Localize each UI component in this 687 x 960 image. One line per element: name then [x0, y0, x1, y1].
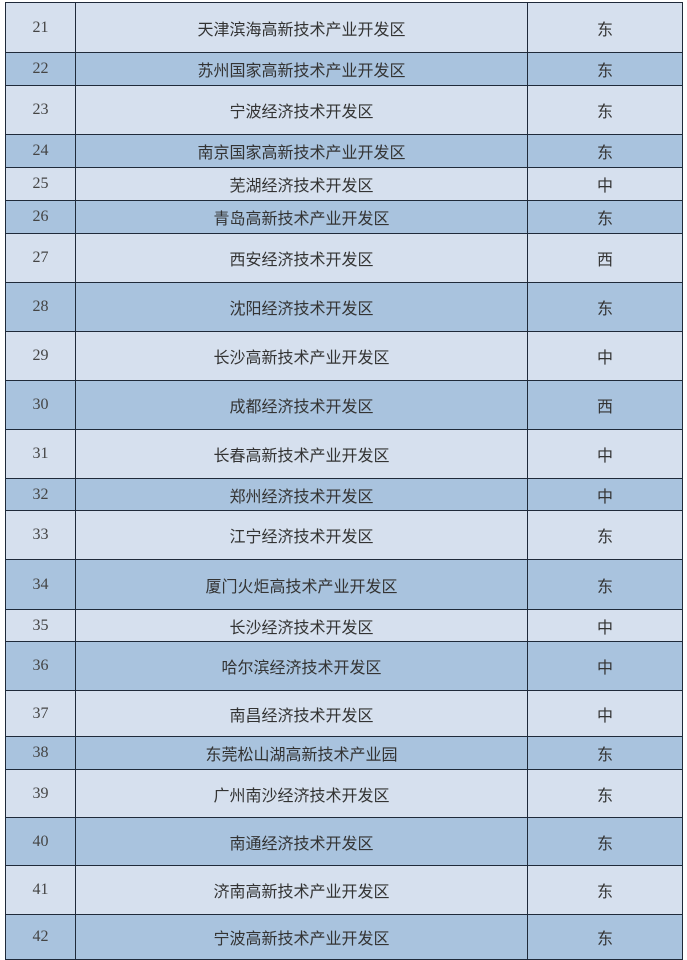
row-number: 24 [5, 134, 76, 168]
row-number: 30 [5, 380, 76, 430]
zone-name: 天津滨海高新技术产业开发区 [75, 2, 528, 53]
region-cell: 西 [527, 380, 683, 430]
region-cell: 东 [527, 85, 683, 135]
zone-name: 西安经济技术开发区 [75, 233, 528, 283]
row-number: 29 [5, 331, 76, 381]
zone-name: 厦门火炬高技术产业开发区 [75, 559, 528, 610]
zone-name: 济南高新技术产业开发区 [75, 865, 528, 915]
region-cell: 中 [527, 478, 683, 511]
row-number: 32 [5, 478, 76, 511]
zone-name: 苏州国家高新技术产业开发区 [75, 52, 528, 86]
zone-name: 长春高新技术产业开发区 [75, 429, 528, 479]
zones-table: 21 天津滨海高新技术产业开发区东 22 苏州国家高新技术产业开发区东 23 宁波经济技术… [5, 2, 683, 960]
region-cell: 中 [527, 167, 683, 201]
region-cell: 东 [527, 736, 683, 770]
table-row: 32 郑州经济技术开发区中 [5, 478, 683, 511]
row-number: 39 [5, 769, 76, 818]
row-number: 35 [5, 609, 76, 642]
table-row: 26 青岛高新技术产业开发区东 [5, 200, 683, 234]
zone-name: 南通经济技术开发区 [75, 817, 528, 866]
table-row: 33 江宁经济技术开发区东 [5, 510, 683, 560]
table-row: 30 成都经济技术开发区西 [5, 380, 683, 430]
row-number: 26 [5, 200, 76, 234]
region-cell: 东 [527, 817, 683, 866]
region-cell: 东 [527, 769, 683, 818]
row-number: 36 [5, 641, 76, 691]
region-cell: 东 [527, 559, 683, 610]
table-row: 21 天津滨海高新技术产业开发区东 [5, 2, 683, 53]
row-number: 37 [5, 690, 76, 737]
table-row: 27 西安经济技术开发区西 [5, 233, 683, 283]
row-number: 40 [5, 817, 76, 866]
region-cell: 东 [527, 134, 683, 168]
table-row: 31 长春高新技术产业开发区中 [5, 429, 683, 479]
zone-name: 东莞松山湖高新技术产业园 [75, 736, 528, 770]
table-row: 35 长沙经济技术开发区中 [5, 609, 683, 642]
zone-name: 长沙经济技术开发区 [75, 609, 528, 642]
table-row: 41 济南高新技术产业开发区东 [5, 865, 683, 915]
zone-name: 南京国家高新技术产业开发区 [75, 134, 528, 168]
zone-name: 沈阳经济技术开发区 [75, 282, 528, 332]
zone-name: 南昌经济技术开发区 [75, 690, 528, 737]
table-row: 29 长沙高新技术产业开发区中 [5, 331, 683, 381]
table-row: 24 南京国家高新技术产业开发区东 [5, 134, 683, 168]
row-number: 27 [5, 233, 76, 283]
row-number: 41 [5, 865, 76, 915]
region-cell: 东 [527, 865, 683, 915]
zone-name: 青岛高新技术产业开发区 [75, 200, 528, 234]
zone-name: 长沙高新技术产业开发区 [75, 331, 528, 381]
region-cell: 中 [527, 609, 683, 642]
zone-name: 宁波高新技术产业开发区 [75, 914, 528, 960]
region-cell: 东 [527, 2, 683, 53]
table-row: 37 南昌经济技术开发区中 [5, 690, 683, 737]
zone-name: 哈尔滨经济技术开发区 [75, 641, 528, 691]
zone-name: 宁波经济技术开发区 [75, 85, 528, 135]
row-number: 38 [5, 736, 76, 770]
row-number: 34 [5, 559, 76, 610]
row-number: 42 [5, 914, 76, 960]
table-row: 28 沈阳经济技术开发区东 [5, 282, 683, 332]
row-number: 33 [5, 510, 76, 560]
region-cell: 中 [527, 690, 683, 737]
region-cell: 东 [527, 282, 683, 332]
table-row: 42 宁波高新技术产业开发区东 [5, 914, 683, 960]
region-cell: 东 [527, 200, 683, 234]
table-row: 40 南通经济技术开发区东 [5, 817, 683, 866]
region-cell: 中 [527, 331, 683, 381]
row-number: 25 [5, 167, 76, 201]
region-cell: 东 [527, 510, 683, 560]
zone-name: 成都经济技术开发区 [75, 380, 528, 430]
region-cell: 东 [527, 914, 683, 960]
table-row: 22 苏州国家高新技术产业开发区东 [5, 52, 683, 86]
region-cell: 中 [527, 429, 683, 479]
zone-name: 郑州经济技术开发区 [75, 478, 528, 511]
row-number: 21 [5, 2, 76, 53]
table-row: 36 哈尔滨经济技术开发区中 [5, 641, 683, 691]
row-number: 23 [5, 85, 76, 135]
table-row: 38 东莞松山湖高新技术产业园东 [5, 736, 683, 770]
region-cell: 东 [527, 52, 683, 86]
region-cell: 中 [527, 641, 683, 691]
zone-name: 广州南沙经济技术开发区 [75, 769, 528, 818]
region-cell: 西 [527, 233, 683, 283]
table-row: 34 厦门火炬高技术产业开发区东 [5, 559, 683, 610]
row-number: 31 [5, 429, 76, 479]
row-number: 22 [5, 52, 76, 86]
table-row: 23 宁波经济技术开发区东 [5, 85, 683, 135]
zone-name: 江宁经济技术开发区 [75, 510, 528, 560]
table-row: 25 芜湖经济技术开发区中 [5, 167, 683, 201]
table-row: 39 广州南沙经济技术开发区东 [5, 769, 683, 818]
row-number: 28 [5, 282, 76, 332]
zone-name: 芜湖经济技术开发区 [75, 167, 528, 201]
